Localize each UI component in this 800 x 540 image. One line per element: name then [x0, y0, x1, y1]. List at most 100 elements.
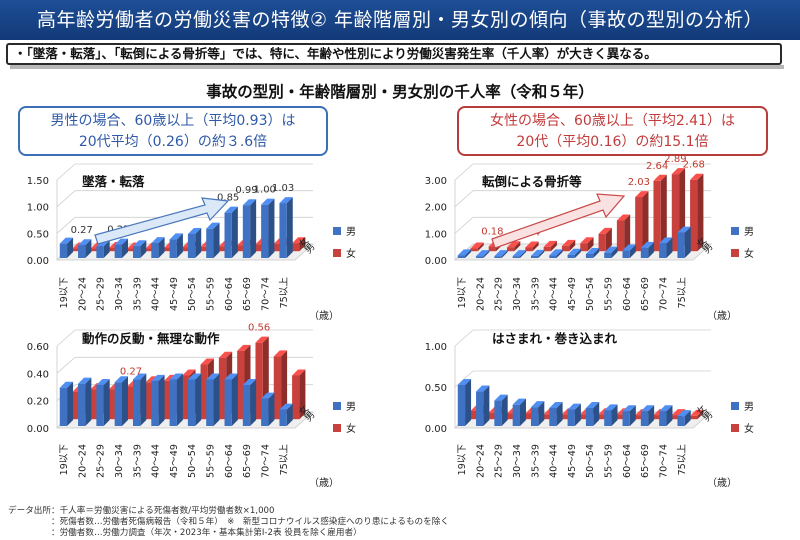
bar-male-top: [78, 377, 92, 384]
chart-fall-fracture: 0.001.002.003.00転倒による骨折等0.180.142.032.64…: [425, 154, 754, 322]
bar-female: [470, 248, 478, 252]
bar-female-side: [299, 237, 306, 252]
bar-male-top: [59, 237, 74, 244]
x-tick-label: 19以下: [59, 277, 70, 309]
page-title: 高年齢労働者の労働災害の特徴② 年齢階層別・男女別の傾向（事故の型別の分析）: [0, 0, 800, 40]
bar-male-side: [501, 250, 508, 258]
x-unit-label: （歳）: [309, 477, 339, 489]
y-tick-label: 0.50: [425, 383, 447, 394]
x-tick-label: 50～54: [187, 277, 198, 311]
y-tick-label: 0.00: [27, 256, 49, 267]
x-tick-label: 35～39: [530, 277, 541, 311]
gridline-side: [56, 163, 76, 181]
bar-female: [616, 414, 625, 420]
data-label: 0.27: [71, 225, 93, 236]
bar-male: [457, 255, 466, 258]
bar-male-top: [242, 379, 257, 385]
bar-male-side: [611, 246, 618, 258]
y-tick-label: 0.00: [425, 424, 447, 435]
x-tick-label: 25～29: [494, 277, 505, 311]
bar-male: [622, 250, 630, 258]
bar-female: [488, 246, 497, 252]
bar-female-top: [635, 191, 649, 198]
bar-male-top: [677, 410, 691, 417]
bar-female: [163, 248, 172, 252]
legend-label-female: 女: [346, 422, 356, 435]
y-tick-label: 2.00: [425, 203, 447, 214]
bar-female: [127, 386, 135, 420]
bar-male-side: [121, 238, 128, 258]
bar-male-side: [629, 244, 636, 258]
bar-male-top: [457, 379, 472, 385]
gridline-side: [56, 329, 76, 347]
bar-female: [218, 246, 227, 252]
bar-male: [585, 254, 594, 258]
bar-female-top: [598, 227, 612, 234]
x-tick-label: 20～24: [475, 277, 486, 311]
bar-female: [543, 246, 551, 252]
bar-male-side: [648, 405, 655, 426]
bar-male-top: [476, 250, 490, 257]
bar-male: [567, 254, 575, 258]
x-tick-label: 45～49: [567, 277, 578, 311]
bar-male-top: [132, 373, 147, 380]
bar-male-top: [585, 248, 600, 254]
footnote-line3: ：労働者数…労働力調査（年次・2023年・基本集計第I-2表 役員を除く雇用者）: [8, 527, 362, 538]
data-label: 0.85: [217, 193, 239, 204]
bar-female-side: [642, 191, 649, 252]
bar-male-side: [483, 385, 490, 426]
bar-male: [279, 203, 287, 258]
bar-male: [132, 246, 141, 258]
bar-female: [163, 380, 172, 420]
gridline-side: [56, 190, 76, 207]
male-callout-line2: 20代平均（0.26）の約３.6倍: [78, 134, 268, 150]
x-tick-label: 25～29: [494, 444, 505, 478]
bar-female-side: [697, 409, 704, 420]
bar-male-top: [169, 373, 183, 380]
bar-female: [109, 389, 117, 420]
x-tick-label: 50～54: [585, 444, 596, 478]
bar-male-top: [96, 379, 110, 385]
x-tick-label: 40～44: [151, 444, 162, 478]
bar-male-side: [684, 410, 691, 426]
x-tick-label: 60～64: [224, 277, 235, 311]
chart-title: はさまれ・巻き込まれ: [492, 331, 618, 346]
bar-female: [182, 375, 190, 420]
bar-male-top: [279, 197, 293, 204]
bar-female: [72, 391, 80, 420]
bar-female: [671, 174, 680, 252]
bar-male-side: [519, 398, 526, 426]
bar-male: [96, 385, 104, 426]
x-tick-label: 75以上: [677, 277, 688, 309]
bar-female-top: [182, 369, 196, 376]
bar-female-side: [660, 174, 667, 252]
bar-male-side: [195, 373, 202, 426]
bar-female: [543, 414, 551, 420]
bar-male: [261, 398, 269, 426]
data-label: 2.68: [683, 160, 705, 171]
bar-female: [109, 248, 117, 252]
bar-male: [96, 246, 104, 258]
bar-female: [561, 245, 570, 252]
bar-male: [640, 247, 649, 258]
x-tick-label: 65～69: [242, 277, 253, 311]
bar-female: [237, 350, 245, 420]
y-tick-label: 0.40: [27, 369, 49, 380]
bar-female: [690, 415, 698, 420]
gridline-side: [454, 329, 474, 347]
bar-male-side: [213, 222, 220, 258]
y-tick-label: 1.50: [27, 176, 49, 187]
x-tick-label: 70～74: [658, 444, 669, 478]
bar-female: [90, 248, 99, 252]
bar-male: [114, 244, 122, 258]
x-tick-label: 75以上: [279, 277, 290, 309]
bar-male-side: [648, 241, 655, 258]
bar-female: [580, 414, 588, 420]
bar-male-side: [268, 392, 275, 426]
bar-female-top: [671, 168, 686, 175]
bar-female-top: [543, 240, 557, 247]
data-label: 0.18: [481, 226, 503, 237]
bar-male: [279, 409, 287, 426]
bar-male: [567, 409, 575, 426]
bar-female-side: [281, 350, 288, 420]
